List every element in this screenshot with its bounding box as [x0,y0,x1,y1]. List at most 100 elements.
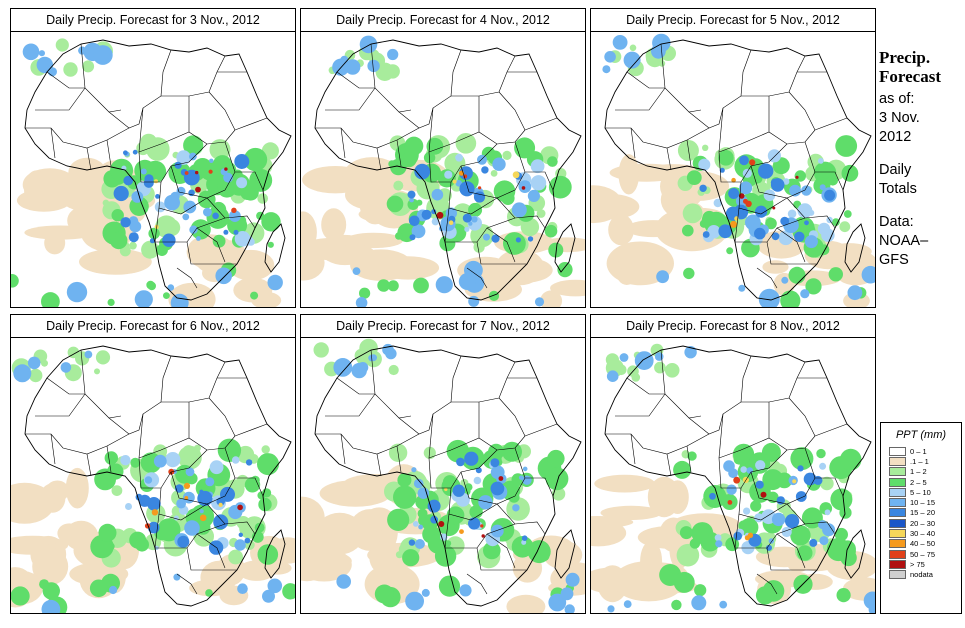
precip-cell [492,157,506,171]
precip-cell [843,210,852,218]
country-border [476,241,527,265]
precip-cell [120,217,131,228]
precip-cell [351,362,367,379]
drizzle-patch [65,467,89,509]
legend-swatch [889,518,906,528]
country-border [815,477,844,497]
precip-cell [772,206,776,210]
precip-cell [763,189,776,202]
country-border [325,87,376,111]
precip-cell [370,354,377,362]
drizzle-patch [591,185,623,224]
precip-cell [480,524,484,528]
precip-cell [863,591,875,610]
precip-cell [448,220,454,225]
country-border [46,71,85,89]
madagascar-coastline [264,529,286,579]
legend-item: .1 – 1 [881,456,961,466]
drizzle-patch [757,230,806,259]
precip-cell [123,150,128,156]
precip-cell [631,373,641,382]
precip-cell [382,343,394,356]
precip-cell [178,445,202,470]
precip-cell [847,285,863,301]
precip-cell [602,65,611,74]
drizzle-patch [301,211,317,254]
precip-cell [220,486,235,502]
precip-cell [89,579,108,598]
precip-cell [38,353,47,362]
country-border [170,141,236,199]
precip-cell [435,276,453,294]
precip-cell [223,229,229,235]
precip-cell [839,506,852,519]
precip-cell [446,439,470,463]
country-border [756,267,778,289]
country-border [788,91,816,131]
forecast-panel-nov-5: Daily Precip. Forecast for 5 Nov., 2012 [590,8,876,308]
precip-cell [816,448,826,459]
precip-cell [409,215,420,227]
legend-item: 50 – 75 [881,549,961,559]
legend-label: 0 – 1 [910,446,927,456]
precip-cell [755,205,768,218]
precip-cell [790,525,811,546]
precip-cell [468,295,480,307]
country-border [498,397,526,437]
precip-cell [718,150,734,166]
country-border [234,117,268,131]
precip-cell [22,43,40,61]
drizzle-patch [364,507,394,531]
precip-cell [490,458,500,468]
precip-cell [27,356,41,370]
precip-cell [801,185,812,196]
country-border [336,71,375,89]
precip-cell [747,532,754,538]
precip-cell [209,158,214,163]
precip-cell [144,476,153,484]
precip-cell [723,460,735,472]
precip-cell [818,244,830,255]
country-border [376,453,382,477]
precip-cell [333,358,353,377]
precip-cell [740,518,759,537]
precip-cell [794,170,806,182]
country-border [605,433,710,455]
country-border [108,49,172,129]
legend-swatch [889,559,906,569]
precip-cell [841,164,859,182]
legend-swatch [889,570,906,580]
legend-label: .1 – 1 [910,456,929,466]
country-border [498,91,526,131]
precip-cell [464,483,473,491]
precip-cell [388,160,396,168]
legend-item: 5 – 10 [881,487,961,497]
precip-cell [726,247,734,255]
precip-cell [503,232,526,255]
precip-cell [794,231,805,242]
precip-cell [216,497,225,506]
country-border [486,533,516,569]
precip-cell [185,467,195,477]
legend-label: 10 – 15 [910,498,936,508]
country-border [138,107,144,153]
precip-cell [521,186,526,190]
drizzle-patch [591,516,634,529]
precip-cell [770,178,779,187]
drizzle-patch [600,505,662,520]
precip-cell [719,600,728,609]
precip-cell [534,297,545,307]
legend-label: 40 – 50 [910,539,936,549]
precip-cell [488,290,500,301]
country-border [428,449,498,489]
precip-cell [564,604,575,613]
precip-cell [215,267,232,285]
precip-cell [702,210,717,225]
precip-cell [63,62,78,77]
precip-cell [800,289,810,299]
precip-cell [473,191,486,203]
country-border [815,171,844,191]
precip-cell [183,200,197,214]
precip-cell [234,539,246,551]
